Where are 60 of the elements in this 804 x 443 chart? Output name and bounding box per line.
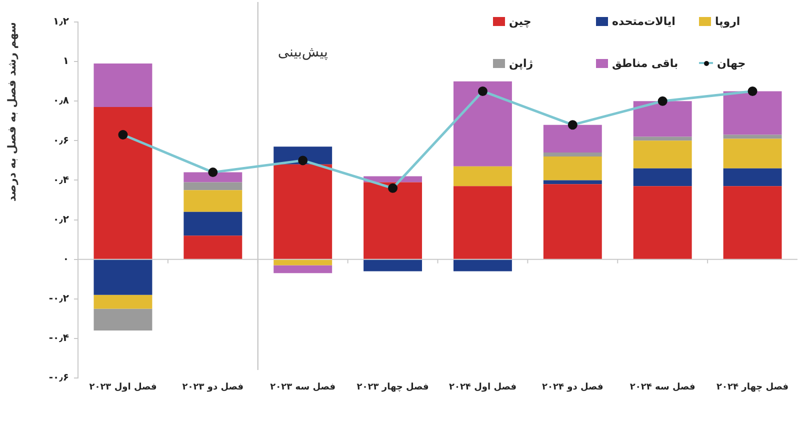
bar	[94, 64, 152, 108]
y-tick-label: -۰٫۲	[48, 293, 69, 304]
y-tick-label: ۱	[62, 56, 69, 68]
legend-label: ایالات‌متحده	[612, 14, 676, 28]
legend-label: ژاپن	[509, 56, 534, 70]
ref-line-label: پیش‌بینی	[278, 44, 328, 61]
bar	[543, 184, 602, 259]
bar	[184, 172, 242, 182]
legend-label: جهان	[717, 56, 746, 70]
bar	[633, 136, 692, 141]
legend-label: باقی مناطق	[612, 56, 678, 70]
x-tick-label: فصل چهار ۲۰۲۳	[356, 382, 429, 393]
bar	[94, 294, 152, 309]
bar	[723, 134, 782, 139]
x-tick-label: فصل دو ۲۰۲۴	[542, 382, 604, 393]
bar	[94, 308, 152, 331]
bar	[184, 182, 242, 190]
y-tick-label: ۰٫۲	[53, 214, 69, 226]
bar	[94, 260, 152, 295]
y-tick-label: -۰٫۶	[48, 372, 69, 384]
bar	[723, 186, 782, 259]
x-tick-label: فصل اول ۲۰۲۴	[448, 382, 517, 393]
x-tick-label: فصل سه ۲۰۲۳	[270, 382, 336, 393]
legend-label: چین	[509, 14, 532, 28]
y-axis-title: سهم رشد فصل به فصل به درصد	[5, 22, 18, 202]
bar	[274, 260, 332, 266]
y-tick-label: ۰٫۶	[53, 135, 69, 146]
bar	[633, 186, 692, 259]
y-tick-label: ۰٫۴	[53, 174, 69, 186]
bar	[453, 166, 512, 186]
x-tick-label: فصل سه ۲۰۲۴	[630, 382, 696, 393]
bar	[633, 101, 692, 137]
y-tick-label: ۰	[62, 254, 69, 265]
x-tick-label: فصل دو ۲۰۲۳	[182, 382, 244, 393]
y-tick-label: -۰٫۴	[48, 333, 69, 344]
bar	[543, 152, 602, 156]
bar	[543, 156, 602, 180]
legend-label: اروپا	[715, 14, 740, 28]
bar	[453, 260, 512, 272]
bar	[723, 91, 782, 135]
bar	[184, 236, 242, 259]
bar	[723, 138, 782, 168]
y-tick-label: ۰٫۸	[53, 96, 69, 107]
bar	[184, 190, 242, 212]
bar	[274, 265, 332, 274]
bar	[364, 260, 422, 272]
bar	[633, 140, 692, 168]
bar	[274, 164, 332, 259]
bar	[543, 180, 602, 184]
bar	[723, 168, 782, 186]
bar	[543, 124, 602, 153]
bar	[364, 182, 422, 259]
bar	[453, 81, 512, 166]
bar	[633, 168, 692, 186]
bar	[94, 107, 152, 259]
bar	[184, 212, 242, 236]
y-tick-label: ۱٫۲	[53, 16, 69, 28]
x-tick-label: فصل چهار ۲۰۲۴	[716, 382, 789, 393]
x-tick-label: فصل اول ۲۰۲۳	[89, 382, 157, 393]
bar	[453, 186, 512, 259]
